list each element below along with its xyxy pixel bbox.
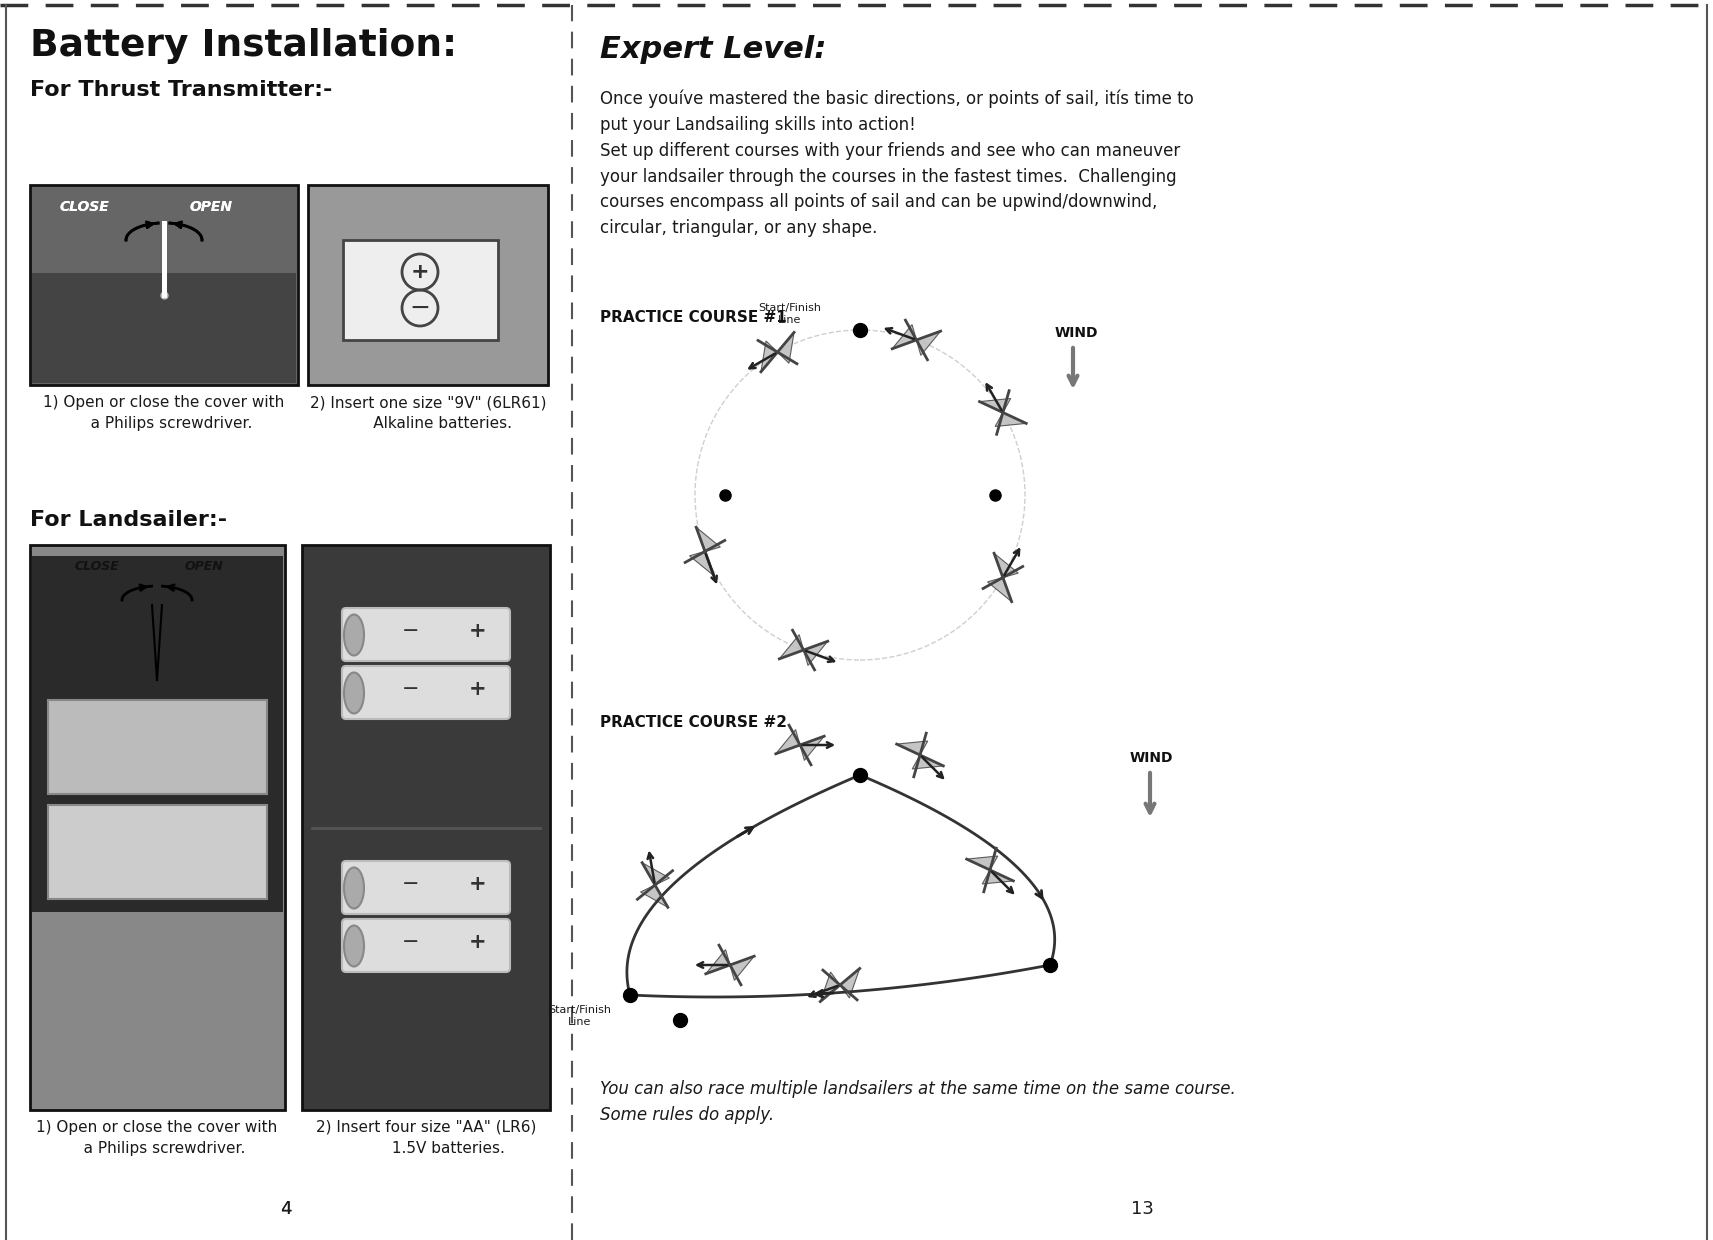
Text: 2) Insert four size "AA" (LR6)
         1.5V batteries.: 2) Insert four size "AA" (LR6) 1.5V batt…	[315, 1120, 536, 1156]
FancyBboxPatch shape	[308, 185, 548, 384]
Text: +: +	[469, 932, 486, 952]
Text: −: −	[403, 621, 420, 641]
Polygon shape	[980, 398, 1011, 413]
Text: 1) Open or close the cover with
   a Philips screwdriver.: 1) Open or close the cover with a Philip…	[43, 396, 284, 432]
FancyBboxPatch shape	[33, 557, 283, 913]
Polygon shape	[776, 729, 800, 754]
Polygon shape	[987, 578, 1012, 601]
Text: Expert Level:: Expert Level:	[600, 35, 826, 64]
Polygon shape	[803, 641, 827, 666]
Text: PRACTICE COURSE #2: PRACTICE COURSE #2	[600, 715, 786, 730]
FancyBboxPatch shape	[343, 241, 498, 340]
FancyBboxPatch shape	[31, 546, 284, 1110]
Text: −: −	[403, 874, 420, 894]
Text: CLOSE: CLOSE	[60, 200, 110, 215]
Polygon shape	[821, 972, 839, 1002]
Polygon shape	[913, 755, 944, 769]
FancyBboxPatch shape	[343, 608, 510, 661]
Text: For Landsailer:-: For Landsailer:-	[31, 510, 228, 529]
Text: PRACTICE COURSE #1: PRACTICE COURSE #1	[600, 310, 786, 325]
FancyBboxPatch shape	[48, 701, 267, 795]
Ellipse shape	[344, 615, 363, 656]
Polygon shape	[706, 950, 730, 973]
Text: Start/Finish
Line: Start/Finish Line	[548, 1004, 612, 1028]
FancyBboxPatch shape	[301, 546, 550, 1110]
Text: Start/Finish
Line: Start/Finish Line	[759, 303, 822, 325]
Polygon shape	[982, 870, 1014, 884]
Text: Battery Installation:: Battery Installation:	[31, 29, 457, 64]
Text: 1) Open or close the cover with
   a Philips screwdriver.: 1) Open or close the cover with a Philip…	[36, 1120, 278, 1156]
Polygon shape	[641, 885, 668, 908]
Text: 4: 4	[281, 1200, 291, 1218]
FancyBboxPatch shape	[343, 861, 510, 914]
Ellipse shape	[344, 925, 363, 966]
Text: OPEN: OPEN	[190, 200, 233, 215]
Text: −: −	[403, 680, 420, 699]
FancyBboxPatch shape	[343, 919, 510, 972]
FancyBboxPatch shape	[48, 805, 267, 899]
Polygon shape	[892, 325, 916, 348]
Text: CLOSE: CLOSE	[60, 200, 110, 215]
Ellipse shape	[344, 672, 363, 713]
Text: +: +	[469, 874, 486, 894]
Text: 4: 4	[281, 1200, 291, 1218]
Text: OPEN: OPEN	[190, 200, 233, 215]
Text: −: −	[403, 932, 420, 952]
Polygon shape	[839, 968, 860, 998]
Polygon shape	[690, 552, 714, 575]
Polygon shape	[994, 553, 1018, 578]
Text: CLOSE: CLOSE	[75, 560, 120, 573]
FancyBboxPatch shape	[31, 185, 298, 384]
Text: +: +	[411, 262, 430, 281]
Text: For Thrust Transmitter:-: For Thrust Transmitter:-	[31, 81, 332, 100]
FancyBboxPatch shape	[33, 273, 296, 383]
Text: 2) Insert one size "9V" (6LR61)
      Alkaline batteries.: 2) Insert one size "9V" (6LR61) Alkaline…	[310, 396, 546, 432]
Polygon shape	[916, 331, 940, 356]
Text: 13: 13	[1131, 1200, 1153, 1218]
Text: Once youíve mastered the basic directions, or points of sail, itís time to
put y: Once youíve mastered the basic direction…	[600, 91, 1194, 237]
Polygon shape	[966, 856, 997, 870]
Text: OPEN: OPEN	[185, 560, 224, 573]
Polygon shape	[695, 527, 721, 552]
Text: +: +	[469, 621, 486, 641]
Polygon shape	[779, 635, 803, 658]
FancyBboxPatch shape	[343, 666, 510, 719]
Polygon shape	[730, 956, 754, 981]
Ellipse shape	[344, 868, 363, 909]
Text: WIND: WIND	[1131, 751, 1173, 765]
Polygon shape	[642, 863, 670, 885]
Polygon shape	[896, 742, 928, 755]
Text: You can also race multiple landsailers at the same time on the same course.
Some: You can also race multiple landsailers a…	[600, 1080, 1235, 1125]
Text: WIND: WIND	[1055, 326, 1098, 340]
Text: +: +	[469, 680, 486, 699]
Polygon shape	[800, 737, 824, 760]
Polygon shape	[995, 413, 1026, 427]
Polygon shape	[778, 332, 795, 363]
Polygon shape	[761, 341, 778, 372]
Text: −: −	[409, 296, 430, 320]
